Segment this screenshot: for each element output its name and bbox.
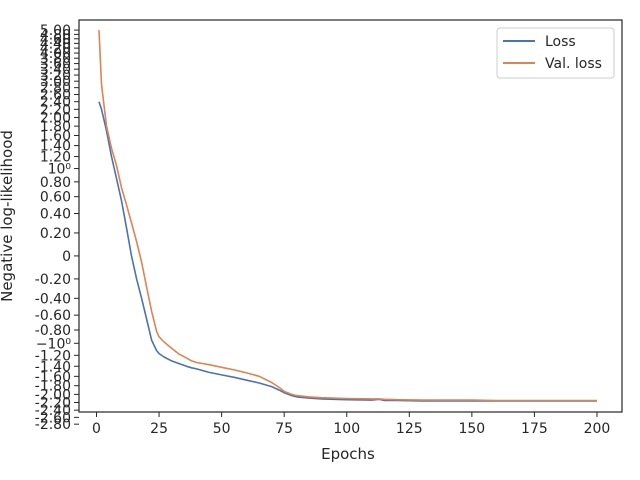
axes-layer: 0 25 50 75 100 125 150 175 200 5.004.804.604.404.… — [35, 19, 623, 437]
y-tick-label: 3.80 — [40, 51, 71, 67]
y-tick-label: 4.80 — [40, 27, 71, 43]
y-tick-label: 4.60 — [40, 32, 71, 48]
y-tick-label: 0.60 — [40, 190, 71, 206]
y-tick-label: 2.60 — [40, 87, 71, 103]
x-tick-label: 50 — [213, 421, 231, 437]
y-tick-label: -2.40 — [35, 403, 71, 419]
x-tick-label: 125 — [396, 421, 423, 437]
x-tick-label: 75 — [275, 421, 293, 437]
y-tick-label: -1.60 — [35, 369, 71, 385]
y-tick-label: 0.20 — [40, 226, 71, 242]
x-tick-label: 175 — [521, 421, 548, 437]
y-tick-label: 2.80 — [40, 81, 71, 97]
y-tick-label: 0.80 — [40, 175, 71, 191]
y-tick-label: 3.60 — [40, 57, 71, 73]
y-tick-label: 3.00 — [40, 74, 71, 90]
y-tick-label: 2.40 — [40, 95, 71, 111]
y-tick-label: 10⁰ — [48, 162, 72, 178]
y-tick-label: 1.20 — [40, 150, 71, 166]
legend: Loss Val. loss — [496, 27, 615, 79]
y-tick-label: 0.40 — [40, 207, 71, 223]
legend-label-val-loss: Val. loss — [545, 56, 602, 72]
plot-frame — [78, 19, 623, 413]
x-tick-label: 25 — [150, 421, 168, 437]
y-tick-label: -1.40 — [35, 359, 71, 375]
y-tick-label: 2.20 — [40, 102, 71, 118]
y-tick-label: 2.00 — [40, 110, 71, 126]
y-tick-label: -2.00 — [35, 387, 71, 403]
y-tick-label: 3.20 — [40, 68, 71, 84]
y-tick-label: -2.60 — [35, 410, 71, 426]
y-tick-label: 4.20 — [40, 41, 71, 57]
y-tick-label: 1.60 — [40, 128, 71, 144]
x-tick-label: 100 — [333, 421, 360, 437]
y-tick-label: 3.40 — [40, 62, 71, 78]
plot-layer — [98, 30, 597, 402]
x-axis-title: Epochs — [321, 445, 375, 463]
y-tick-label: 1.40 — [40, 139, 71, 155]
series-line-val-loss — [98, 30, 597, 402]
x-tick-label: 200 — [584, 421, 611, 437]
x-tick-label: 150 — [458, 421, 485, 437]
y-tick-label: −10⁰ — [36, 336, 72, 352]
y-tick-label: -1.80 — [35, 379, 71, 395]
y-tick-label: -0.80 — [35, 323, 71, 339]
y-axis-title: Negative log-likelihood — [0, 130, 16, 302]
y-tick-label: 1.80 — [40, 119, 71, 135]
x-tick-label: 0 — [92, 421, 101, 437]
series-line-loss — [98, 101, 597, 402]
y-tick-label: 5.00 — [40, 23, 71, 39]
y-tick-label: -1.20 — [35, 348, 71, 364]
y-tick-label: -0.20 — [35, 272, 71, 288]
legend-label-loss: Loss — [545, 34, 576, 50]
y-tick-label: 0 — [62, 249, 71, 265]
y-tick-label: -0.40 — [35, 291, 71, 307]
y-tick-label: -0.60 — [35, 308, 71, 324]
y-tick-label: 4.00 — [40, 46, 71, 62]
y-tick-label: 4.40 — [40, 36, 71, 52]
y-tick-label: -2.20 — [35, 396, 71, 412]
y-tick-label: -2.80 — [35, 417, 71, 433]
